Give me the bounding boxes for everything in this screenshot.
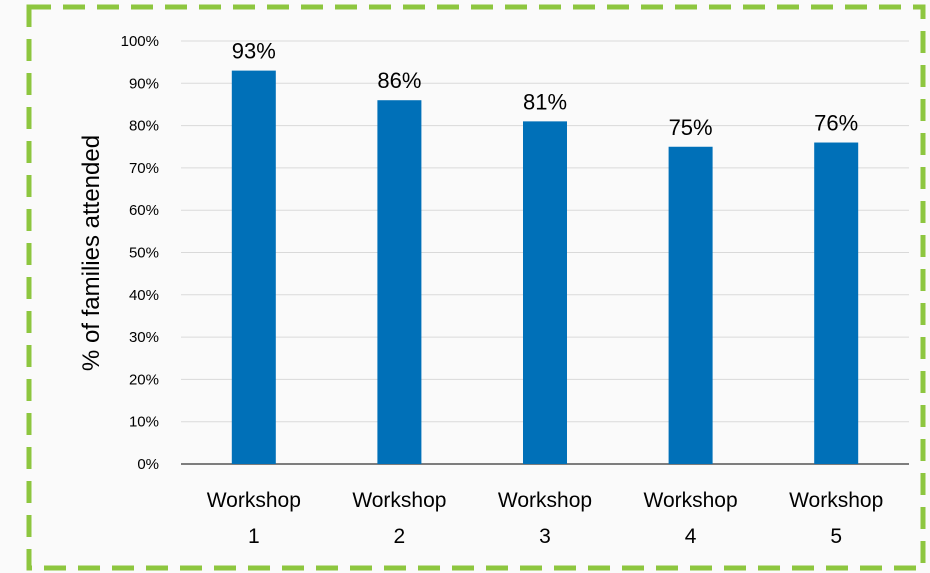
data-label: 81% — [523, 89, 567, 114]
x-category-label: 3 — [539, 525, 551, 548]
y-tick-label: 40% — [129, 287, 159, 304]
y-tick-label: 90% — [129, 75, 159, 92]
x-category-label: Workshop — [789, 489, 883, 512]
y-tick-label: 60% — [129, 202, 159, 219]
y-tick-label: 100% — [121, 33, 159, 50]
y-tick-label: 30% — [129, 329, 159, 346]
data-label: 86% — [377, 68, 421, 93]
bar — [231, 70, 276, 465]
y-tick-label: 0% — [137, 456, 159, 473]
y-tick-label: 80% — [129, 118, 159, 135]
x-category-label: 1 — [248, 525, 260, 548]
y-tick-label: 70% — [129, 160, 159, 177]
y-axis-label: % of families attended — [78, 135, 105, 371]
x-category-label: Workshop — [644, 489, 738, 512]
y-tick-label: 20% — [129, 371, 159, 388]
x-category-label: 4 — [685, 525, 697, 548]
x-category-label: Workshop — [498, 489, 592, 512]
y-tick-label: 50% — [129, 245, 159, 262]
x-category-label: 2 — [394, 525, 406, 548]
data-label: 93% — [232, 39, 276, 64]
y-tick-label: 10% — [129, 414, 159, 431]
bar — [523, 121, 567, 465]
bar — [377, 100, 422, 464]
data-label: 75% — [669, 115, 713, 140]
x-category-label: Workshop — [352, 489, 446, 512]
data-label: 76% — [814, 111, 858, 136]
x-category-label: Workshop — [207, 489, 301, 512]
x-category-label: 5 — [830, 525, 842, 548]
bar — [668, 146, 713, 464]
bar — [814, 142, 859, 464]
